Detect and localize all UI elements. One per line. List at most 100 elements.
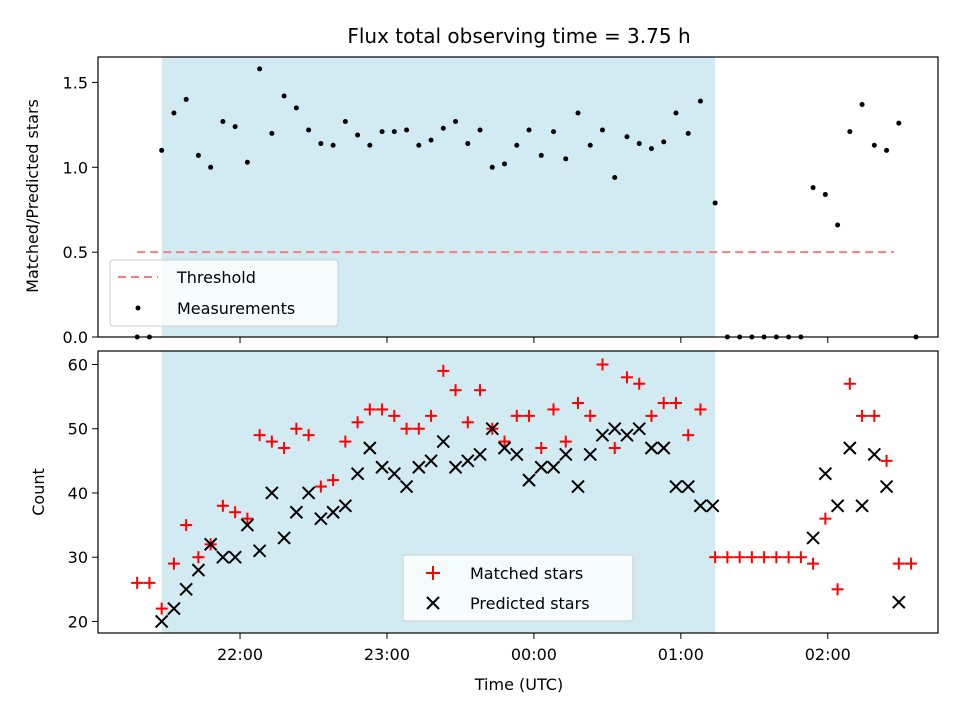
matched-star-point	[559, 435, 572, 448]
measurement-point	[599, 127, 605, 133]
predicted-star-point	[681, 479, 695, 494]
predicted-star-point	[399, 479, 414, 494]
predicted-star-point	[191, 563, 206, 577]
measurement-point	[183, 96, 189, 102]
x-tick-label: 02:00	[805, 645, 851, 664]
predicted-star-point	[644, 441, 659, 455]
predicted-star-point	[843, 441, 857, 455]
matched-star-point	[657, 397, 670, 410]
matched-star-point	[819, 512, 832, 525]
predicted-star-point	[608, 422, 622, 436]
plot-frame-bottom	[97, 350, 939, 634]
matched-star-point	[425, 409, 438, 422]
predicted-star-point	[363, 441, 377, 455]
measurement-point	[575, 110, 581, 116]
measurement-point	[587, 142, 593, 148]
matched-star-point	[892, 557, 905, 570]
matched-star-point	[572, 397, 584, 410]
y-axis-label-top: Matched/Predicted stars	[23, 99, 42, 293]
matched-star-point	[388, 409, 401, 422]
measurement-point	[440, 125, 446, 131]
measurement-point	[673, 110, 679, 116]
matched-star-point	[241, 512, 254, 525]
matched-star-point	[180, 519, 193, 532]
x-tick-label: 01:00	[658, 645, 704, 664]
predicted-star-point	[510, 447, 524, 462]
measurement-point	[306, 127, 312, 133]
y-axis-ticks-bottom: 20 30 40 50 60	[68, 355, 98, 631]
matched-star-point	[474, 384, 487, 397]
chart-title: Flux total observing time = 3.75 h	[347, 24, 690, 48]
predicted-star-point	[595, 428, 610, 442]
predicted-star-point	[669, 479, 683, 494]
matched-star-point	[278, 441, 291, 454]
matched-star-point	[843, 377, 856, 390]
predicted-star-point	[705, 499, 720, 513]
measurement-point	[563, 156, 569, 162]
legend-box-top	[109, 259, 339, 327]
predicted-star-point	[314, 511, 328, 526]
measurement-point	[847, 129, 853, 135]
predicted-star-point	[338, 499, 353, 513]
predicted-star-point	[892, 595, 906, 609]
legend-predicted-swatch	[426, 596, 440, 610]
matched-star-point	[229, 506, 242, 519]
predicted-star-point	[448, 460, 463, 474]
measurement-point	[379, 129, 385, 135]
matched-star-point	[905, 557, 918, 570]
matched-star-point	[880, 454, 893, 467]
x-tick-label: 22:00	[217, 645, 263, 664]
x-axis-ticks-top	[239, 337, 829, 343]
predicted-star-point	[693, 499, 708, 513]
predicted-star-point	[301, 486, 316, 500]
legend-measurements-label: Measurements	[177, 299, 295, 318]
measurement-point	[612, 174, 618, 180]
y-tick-label: 50	[68, 420, 88, 439]
matched-star-point	[253, 429, 266, 442]
x-tick-label: 00:00	[511, 645, 557, 664]
matched-star-point	[633, 377, 646, 390]
matched-star-point	[682, 429, 695, 442]
measurement-point	[465, 141, 471, 147]
matched-star-point	[339, 435, 352, 448]
y-tick-label: 1.5	[63, 73, 88, 92]
matched-star-point	[709, 551, 722, 564]
measurements-series	[134, 66, 919, 340]
y-tick-label: 0.5	[63, 243, 88, 262]
legend-threshold-label: Threshold	[176, 268, 256, 287]
measurement-point	[502, 161, 508, 167]
matched-star-point	[351, 416, 364, 429]
matched-star-point	[733, 551, 746, 564]
measurement-point	[355, 132, 361, 138]
predicted-star-point	[879, 479, 894, 494]
measurement-point	[477, 127, 483, 133]
x-axis-ticks-bottom: 22:00 23:00 00:00 01:00 02:00	[217, 633, 851, 664]
predicted-star-point	[289, 505, 304, 519]
counts-panel: 20 30 40 50 60 22:00 23:00 00:00 01:00 02:00 Cou…	[29, 350, 939, 694]
measurement-point	[896, 120, 902, 126]
measurement-point	[551, 129, 557, 135]
predicted-star-point	[179, 582, 193, 597]
predicted-star-point	[830, 499, 845, 513]
predicted-star-point	[583, 447, 597, 462]
measurement-point	[318, 141, 324, 147]
measurement-point	[514, 142, 520, 148]
matched-star-point	[216, 499, 229, 512]
measurement-point	[391, 129, 397, 135]
matched-star-point	[596, 358, 609, 371]
predicted-star-point	[154, 614, 169, 629]
predicted-star-point	[375, 460, 389, 474]
matched-star-point	[143, 576, 156, 589]
measurement-point	[281, 93, 287, 99]
measurement-point	[453, 118, 459, 124]
measurement-point	[489, 164, 495, 170]
matched-star-point	[782, 551, 795, 564]
matched-star-point	[498, 435, 511, 448]
predicted-star-point	[559, 447, 573, 462]
legend-matched-swatch	[426, 566, 440, 580]
matched-star-point	[155, 602, 168, 615]
legend-measurements-swatch	[135, 305, 141, 311]
predicted-star-point	[657, 441, 671, 455]
matched-star-point	[327, 474, 340, 487]
